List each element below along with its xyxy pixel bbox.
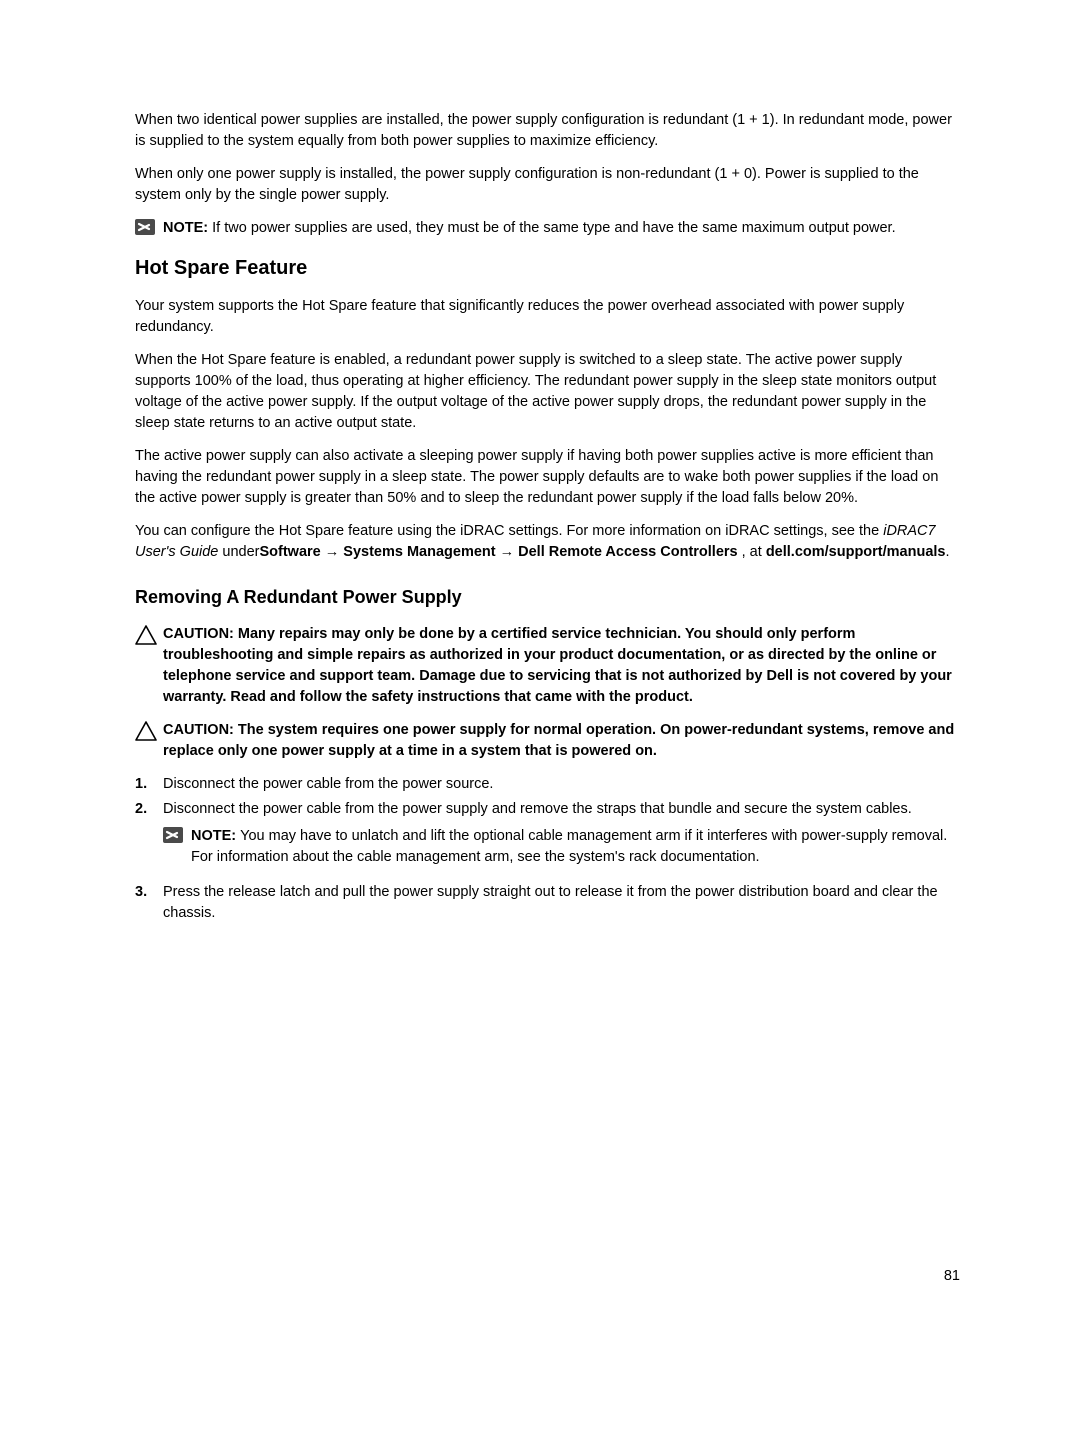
note-label: NOTE: xyxy=(163,220,212,236)
note-body: You may have to unlatch and lift the opt… xyxy=(191,828,947,865)
hs-p4-bold2: dell.com/support/manuals xyxy=(766,544,946,560)
step-3-text: Press the release latch and pull the pow… xyxy=(163,882,960,924)
steps-list: Disconnect the power cable from the powe… xyxy=(135,774,960,924)
caution-block-2: CAUTION: The system requires one power s… xyxy=(135,720,960,762)
intro-paragraph-1: When two identical power supplies are in… xyxy=(135,110,960,152)
caution-text-1: CAUTION: Many repairs may only be done b… xyxy=(163,624,960,708)
hot-spare-p4: You can configure the Hot Spare feature … xyxy=(135,521,960,563)
caution-text-2: CAUTION: The system requires one power s… xyxy=(163,720,960,762)
note-text-1: NOTE: If two power supplies are used, th… xyxy=(163,218,960,239)
note-block-1: NOTE: If two power supplies are used, th… xyxy=(135,218,960,239)
caution-icon xyxy=(135,720,163,741)
hot-spare-heading: Hot Spare Feature xyxy=(135,257,960,280)
intro-paragraph-2: When only one power supply is installed,… xyxy=(135,164,960,206)
hs-p4-b: under xyxy=(222,544,259,560)
page-number: 81 xyxy=(0,1268,1080,1284)
hs-p4-c: , at xyxy=(742,544,766,560)
page-content: When two identical power supplies are in… xyxy=(0,0,1080,988)
hot-spare-p3: The active power supply can also activat… xyxy=(135,446,960,509)
note-body: If two power supplies are used, they mus… xyxy=(212,220,895,236)
step-2-note-text: NOTE: You may have to unlatch and lift t… xyxy=(191,826,960,868)
step-3: Press the release latch and pull the pow… xyxy=(135,882,960,924)
caution-icon xyxy=(135,624,163,645)
hs-p4-a: You can configure the Hot Spare feature … xyxy=(135,523,883,539)
step-1: Disconnect the power cable from the powe… xyxy=(135,774,960,795)
step-2-note: NOTE: You may have to unlatch and lift t… xyxy=(163,826,960,868)
hot-spare-p2: When the Hot Spare feature is enabled, a… xyxy=(135,350,960,434)
caution-block-1: CAUTION: Many repairs may only be done b… xyxy=(135,624,960,708)
step-1-text: Disconnect the power cable from the powe… xyxy=(163,774,960,795)
removing-heading: Removing A Redundant Power Supply xyxy=(135,587,960,608)
note-label: NOTE: xyxy=(191,828,240,844)
note-icon xyxy=(163,826,191,843)
hs-p4-d: . xyxy=(945,544,949,560)
hot-spare-p1: Your system supports the Hot Spare featu… xyxy=(135,296,960,338)
step-2-text: Disconnect the power cable from the powe… xyxy=(163,799,960,820)
hs-p4-bold1: Software → Systems Management → Dell Rem… xyxy=(259,544,741,560)
note-icon xyxy=(135,218,163,235)
step-2: Disconnect the power cable from the powe… xyxy=(135,799,960,878)
